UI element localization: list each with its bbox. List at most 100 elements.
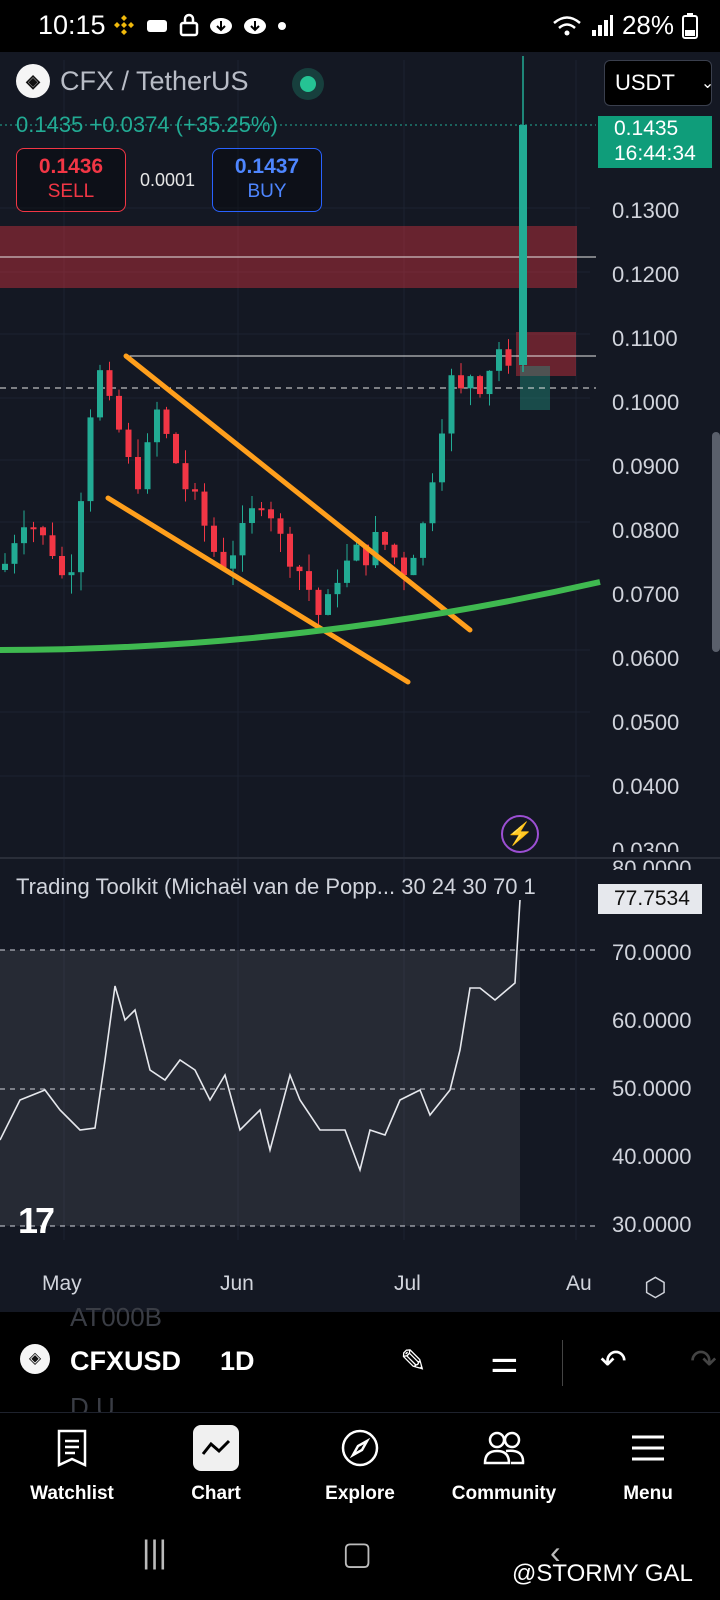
battery-percent: 28% — [621, 10, 674, 40]
indicator-title[interactable]: Trading Toolkit (Michaël van de Popp... … — [16, 874, 536, 899]
redo-icon[interactable]: ↷ — [690, 1343, 717, 1379]
sell-label: SELL — [47, 181, 95, 202]
lightning-icon[interactable]: ⚡ — [501, 815, 539, 853]
buy-price: 0.1437 — [234, 155, 300, 178]
system-nav-bar: ||| ▢ ‹ — [0, 1520, 720, 1600]
candle-body — [68, 572, 75, 576]
price-axis-label: 0.0500 — [612, 710, 680, 735]
nav-watchlist[interactable]: Watchlist — [0, 1413, 144, 1520]
chart-scrollbar — [712, 432, 720, 652]
candle-body — [315, 589, 322, 615]
indicator-axis-label: 50.0000 — [612, 1076, 692, 1101]
back-icon[interactable]: ‹ — [550, 1534, 561, 1570]
toolbar-symbol-button[interactable]: CFXUSD — [70, 1346, 182, 1376]
community-icon — [481, 1425, 527, 1471]
chart-area[interactable] — [0, 52, 720, 1312]
live-indicator-icon — [292, 68, 324, 100]
candle-body — [144, 442, 151, 490]
current-price-badge: 0.1435 16:44:34 — [598, 116, 712, 168]
candle-body — [182, 463, 189, 490]
buy-button[interactable]: 0.1437 BUY — [212, 148, 322, 212]
indicator-band — [0, 950, 520, 1226]
status-notification-icons — [112, 13, 288, 37]
download-icon — [244, 18, 266, 34]
currency-select[interactable]: USDT ⌄ — [604, 60, 715, 106]
price-chart[interactable] — [0, 52, 720, 1312]
candle-body — [382, 531, 388, 545]
nav-community[interactable]: Community — [432, 1413, 576, 1520]
drawing-pen-icon[interactable]: ✎ — [400, 1343, 427, 1379]
candle-body — [11, 543, 18, 564]
toolbar-symbol-logo-icon: ◈ — [20, 1344, 50, 1374]
candle-body — [30, 527, 37, 530]
time-axis-label: May — [42, 1272, 82, 1295]
status-bar: 10:15 28% — [0, 0, 720, 52]
price-axis-label: 0.1000 — [612, 390, 680, 415]
indicator-line — [0, 899, 521, 1173]
wifi-icon — [553, 15, 581, 35]
interval-button[interactable]: 1D — [220, 1346, 255, 1376]
candle-body — [439, 433, 445, 483]
nav-explore[interactable]: Explore — [288, 1413, 432, 1520]
nav-label: Explore — [325, 1483, 395, 1504]
candle-body — [496, 349, 502, 371]
spread-value: 0.0001 — [140, 170, 196, 190]
recent-apps-icon[interactable]: ||| — [142, 1534, 167, 1570]
currency-value: USDT — [615, 70, 675, 95]
price-axis-label: 0.0900 — [612, 454, 680, 479]
candle-body — [40, 527, 46, 536]
nav-label: Chart — [191, 1483, 241, 1504]
price-axis-label: 0.0400 — [612, 774, 680, 799]
candle-body — [230, 555, 236, 569]
candle-body — [192, 489, 198, 492]
trendline-lower — [105, 495, 411, 685]
candle-body — [363, 544, 369, 566]
candle-body — [239, 523, 246, 556]
candle-body — [163, 409, 170, 434]
price-axis-label: 0.1300 — [612, 198, 680, 223]
candle-body — [116, 395, 122, 430]
trendline-upper — [123, 353, 473, 633]
candle-body — [296, 566, 303, 572]
chart-settings-icon[interactable]: ⬡ — [644, 1272, 667, 1302]
binance-icon — [114, 15, 134, 35]
bottom-nav: Watchlist Chart Explore Community Menu — [0, 1412, 720, 1520]
candle-body — [420, 523, 426, 558]
candle-body — [458, 375, 464, 389]
undo-icon[interactable]: ↶ — [600, 1343, 627, 1379]
candle-body — [78, 501, 84, 573]
candle-body — [268, 509, 274, 519]
current-price: 0.1435 — [614, 117, 679, 140]
chevron-down-icon: ⌄ — [700, 75, 715, 92]
candle-body — [287, 533, 293, 567]
indicator-axis-label: 70.0000 — [612, 940, 692, 965]
indicator-axis-label: 30.0000 — [612, 1212, 692, 1237]
nav-label: Menu — [623, 1483, 673, 1504]
home-icon[interactable]: ▢ — [342, 1535, 373, 1571]
candle-body — [154, 409, 160, 443]
download-icon — [210, 18, 232, 34]
support-zone — [520, 366, 550, 410]
candle-body — [201, 491, 208, 526]
nav-menu[interactable]: Menu — [576, 1413, 720, 1520]
chart-icon — [193, 1425, 239, 1471]
candle-body — [49, 535, 56, 556]
nav-chart[interactable]: Chart — [144, 1413, 288, 1520]
time-axis-label: Au — [566, 1272, 592, 1295]
candle-body — [353, 544, 360, 561]
chart-toolbar — [0, 1312, 720, 1412]
indicator-axis-label: 40.0000 — [612, 1144, 692, 1169]
candle-body — [429, 482, 436, 524]
indicators-sliders-icon[interactable]: ⚌ — [490, 1343, 519, 1379]
time-axis-label: Jun — [220, 1272, 254, 1295]
candle-body — [334, 582, 341, 595]
candle-body — [372, 531, 379, 566]
candle-body — [106, 370, 113, 396]
symbol-title[interactable]: CFX / TetherUS — [60, 65, 249, 96]
sell-button[interactable]: 0.1436 SELL — [16, 148, 126, 212]
symbol-header[interactable]: ◈ CFX / TetherUS — [16, 64, 249, 98]
candle-body — [401, 557, 407, 576]
candle-body — [2, 563, 8, 570]
candle-body — [249, 508, 255, 524]
candle-body — [410, 557, 417, 576]
